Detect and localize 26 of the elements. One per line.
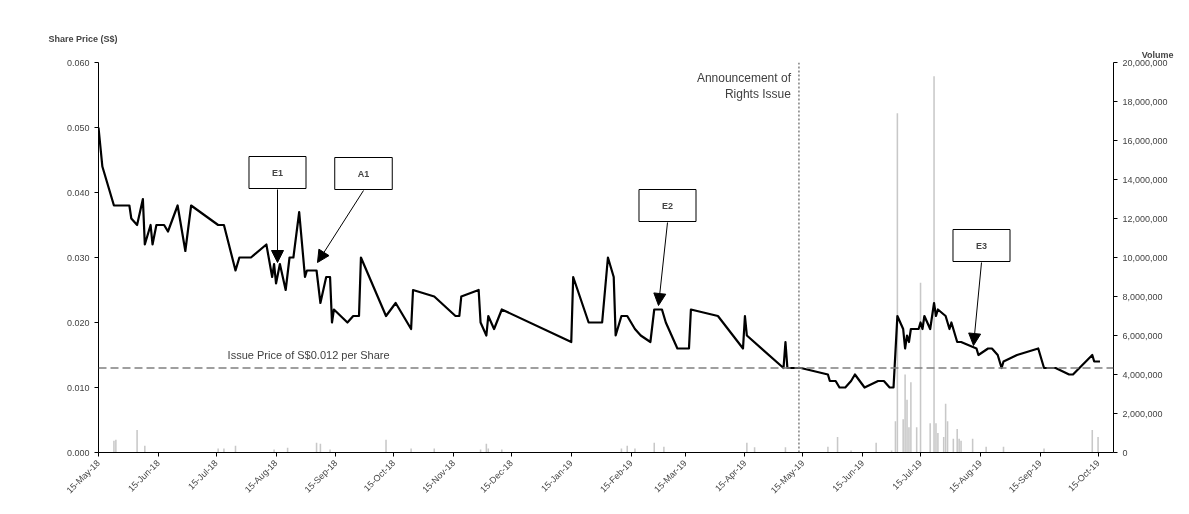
ref-line-label: Issue Price of S$0.012 per Share [227,349,390,361]
y2-tick-label: 18,000,000 [1122,96,1168,107]
y-axis-title: Share Price (S$) [48,33,118,44]
y-tick-label: 0.010 [66,382,90,393]
ref-line-label: Announcement of Rights Issue [696,70,792,102]
y2-tick-label: 14,000,000 [1122,174,1168,185]
y-tick-label: 0.000 [66,447,90,458]
annotation: E1 [272,167,284,178]
y2-tick-label: 4,000,000 [1122,369,1163,380]
y2-tick-label: 8,000,000 [1122,291,1163,302]
y2-tick-label: 16,000,000 [1122,135,1168,146]
y-tick-label: 0.030 [66,252,90,263]
y2-tick-label: 10,000,000 [1122,252,1168,263]
y-tick-label: 0.060 [66,57,90,68]
annotation: A1 [357,168,370,179]
y-tick-label: 0.020 [66,317,90,328]
annotation: E3 [976,240,988,251]
y2-tick-label: 0 [1122,447,1128,458]
annotation: E2 [662,200,674,211]
y2-axis-title: Volume [1141,49,1174,60]
y2-tick-label: 12,000,000 [1122,213,1168,224]
y-tick-label: 0.050 [66,122,90,133]
y2-tick-label: 20,000,000 [1122,57,1168,68]
y2-tick-label: 2,000,000 [1122,408,1163,419]
y2-tick-label: 6,000,000 [1122,330,1163,341]
y-tick-label: 0.040 [66,187,90,198]
